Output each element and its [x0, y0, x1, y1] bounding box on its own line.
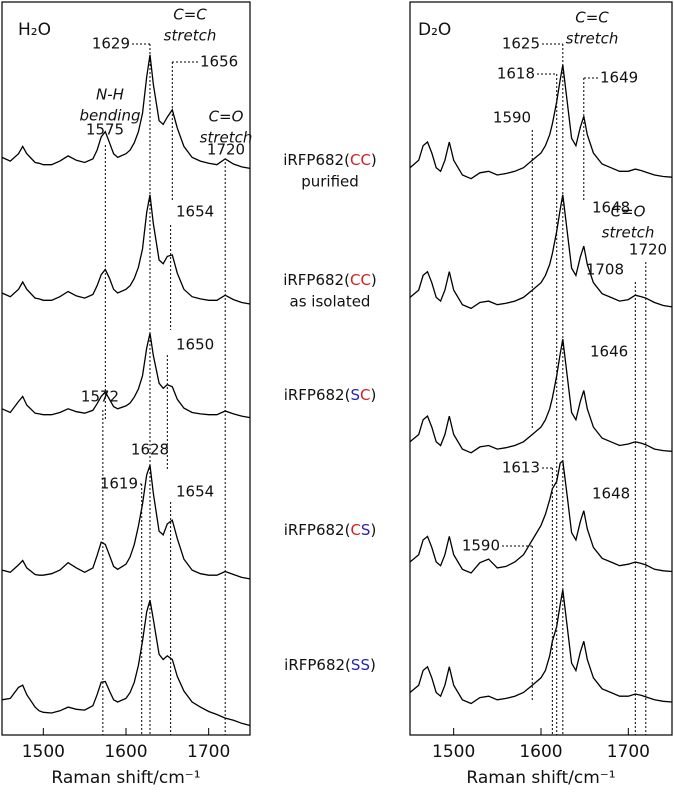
peak-label: 1646	[590, 343, 628, 361]
sample-site: C	[350, 151, 360, 169]
peak-label: 1648	[592, 199, 630, 217]
sample-site: S	[361, 521, 371, 539]
panel-title: D₂O	[418, 20, 451, 40]
spectrum	[409, 64, 673, 180]
sample-suffix: )	[370, 386, 376, 404]
sample-label: iRFP682(SS)	[284, 656, 376, 674]
peak-label: 1649	[600, 69, 638, 87]
spectrum	[1, 465, 251, 580]
sample-prefix: iRFP682(	[283, 271, 350, 289]
sample-suffix: )	[370, 656, 376, 674]
sample-site: C	[360, 151, 370, 169]
spectrum	[1, 194, 251, 305]
band-annotation: stretch	[602, 224, 655, 242]
sample-suffix: )	[371, 151, 377, 169]
peak-label: 1648	[592, 485, 630, 503]
band-annotation: stretch	[164, 27, 217, 45]
spectrum	[409, 459, 673, 574]
peak-label: 1619	[100, 475, 138, 493]
band-annotation: C=O	[209, 108, 244, 126]
sample-label: iRFP682(CC)	[283, 151, 377, 169]
peak-label: 1572	[81, 388, 119, 406]
x-tick-label: 1500	[432, 742, 475, 762]
peak-label: 1575	[86, 121, 124, 139]
x-axis-label: Raman shift/cm⁻¹	[466, 768, 615, 788]
band-annotation: stretch	[200, 129, 253, 147]
peak-label: 1720	[629, 241, 667, 259]
x-tick-label: 1700	[607, 742, 650, 762]
spectrum	[409, 339, 673, 454]
band-annotation: C=C	[173, 6, 207, 24]
peak-label: 1613	[502, 459, 540, 477]
peak-label: 1650	[176, 336, 214, 354]
sample-prefix: iRFP682(	[283, 151, 350, 169]
spectrum	[1, 333, 251, 419]
sample-site: C	[350, 271, 360, 289]
band-annotation: N-H	[96, 86, 124, 104]
x-tick-label: 1500	[22, 742, 65, 762]
peak-label: 1618	[497, 65, 535, 83]
peak-label: 1628	[131, 441, 169, 459]
band-annotation: stretch	[566, 30, 619, 48]
sample-suffix: )	[370, 521, 376, 539]
sample-prefix: iRFP682(	[284, 521, 351, 539]
spectrum	[1, 54, 251, 170]
sample-prefix: iRFP682(	[284, 386, 351, 404]
peak-label: 1708	[586, 261, 624, 279]
panel-frame	[409, 1, 673, 736]
spectrum	[409, 589, 673, 705]
sample-label: iRFP682(SC)	[284, 386, 377, 404]
band-annotation: C=O	[611, 203, 646, 221]
sample-site: S	[360, 656, 370, 674]
sample-note: purified	[301, 173, 359, 191]
sample-site: C	[360, 386, 370, 404]
peak-label: 1590	[493, 109, 531, 127]
sample-suffix: )	[371, 271, 377, 289]
x-tick-label: 1700	[187, 742, 230, 762]
peak-label: 1720	[207, 141, 245, 159]
sample-site: C	[350, 521, 360, 539]
spectrum	[409, 194, 673, 310]
peak-label: 1590	[462, 537, 500, 555]
peak-label: 1629	[92, 35, 130, 53]
peak-label: 1656	[200, 53, 238, 71]
peak-label: 1625	[502, 35, 540, 53]
sample-label: iRFP682(CS)	[284, 521, 377, 539]
peak-label: 1654	[176, 203, 214, 221]
sample-label: iRFP682(CC)	[283, 271, 377, 289]
x-tick-label: 1600	[104, 742, 147, 762]
spectrum	[1, 599, 251, 727]
x-tick-label: 1600	[519, 742, 562, 762]
sample-site: C	[360, 271, 370, 289]
sample-prefix: iRFP682(	[284, 656, 351, 674]
band-annotation: C=C	[575, 9, 609, 27]
peak-label: 1654	[176, 483, 214, 501]
x-axis-label: Raman shift/cm⁻¹	[51, 768, 200, 788]
sample-site: S	[351, 656, 361, 674]
band-annotation: bending	[80, 107, 141, 125]
sample-site: S	[350, 386, 360, 404]
sample-note: as isolated	[290, 293, 371, 311]
panel-title: H₂O	[18, 20, 51, 40]
